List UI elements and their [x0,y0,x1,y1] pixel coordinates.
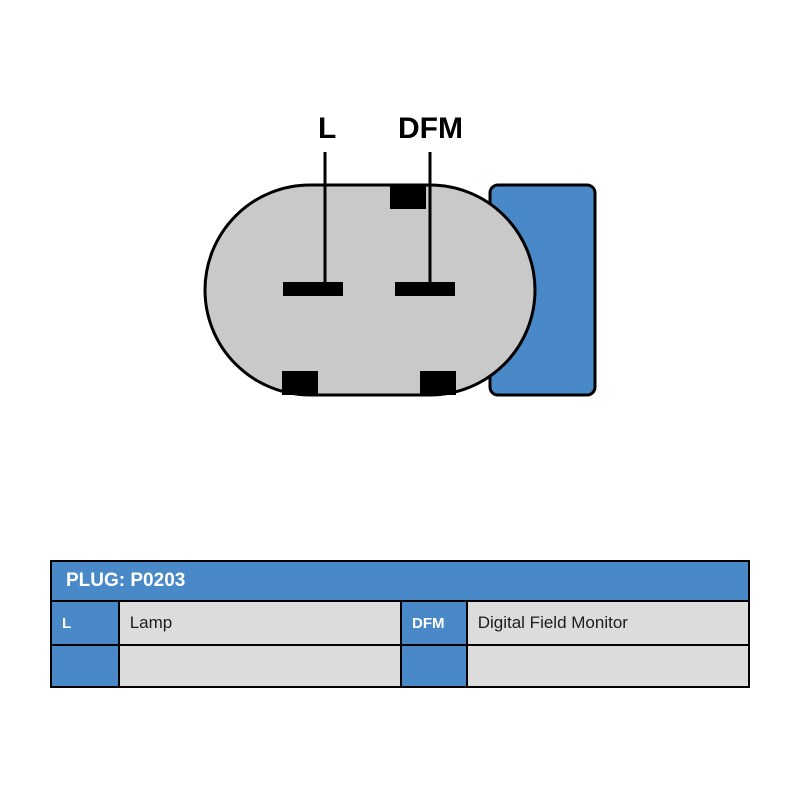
table-title: PLUG: P0203 [52,562,748,602]
pin-desc [466,646,748,686]
connector-diagram: L DFM [0,0,800,560]
table-row [52,644,748,686]
pin-code: L [52,602,118,644]
table-row: L Lamp DFM Digital Field Monitor [52,602,748,644]
pin-desc: Digital Field Monitor [466,602,748,644]
pin-desc [118,646,400,686]
pin-code: DFM [400,602,466,644]
pin-desc: Lamp [118,602,400,644]
connector-svg [0,0,800,560]
pin-label-L: L [318,112,336,146]
pin-code [400,646,466,686]
pin-label-DFM: DFM [398,112,463,146]
pin-table: PLUG: P0203 L Lamp DFM Digital Field Mon… [50,560,750,688]
pin-code [52,646,118,686]
